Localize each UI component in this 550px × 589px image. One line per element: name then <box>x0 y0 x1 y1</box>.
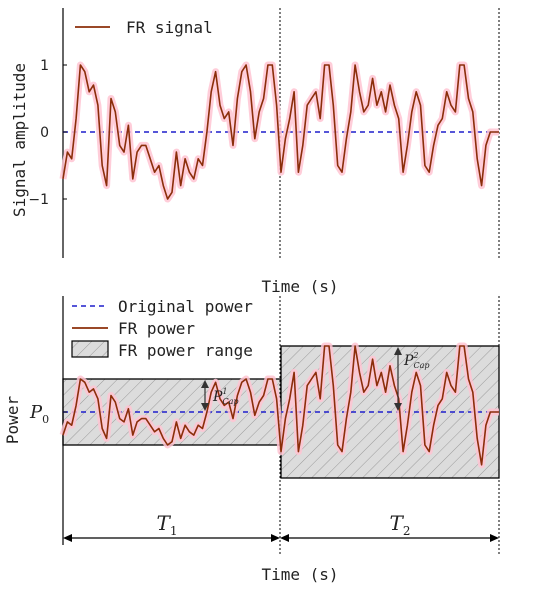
capacity-arrow-head-top <box>201 380 209 388</box>
period-arrow-t2-head-right <box>490 534 499 542</box>
period-arrow-t2-head-left <box>280 534 289 542</box>
capacity-arrow-head-top <box>394 347 402 355</box>
period-arrow-t1-head-left <box>63 534 72 542</box>
power-y-label: Power <box>3 396 22 445</box>
capacity-arrow-head-bottom <box>201 403 209 411</box>
signal-legend-label: FR signal <box>126 18 213 37</box>
period-arrow-t1-head-right <box>271 534 280 542</box>
power-panel: P1 Cap P2 Cap Original power FR power FR p… <box>3 296 500 584</box>
capacity-label-t2: P2 Cap <box>403 351 430 370</box>
capacity-arrow-head-bottom <box>394 403 402 411</box>
power-y-tick-p0: P0 <box>29 402 49 426</box>
legend-label-fr-power: FR power <box>118 319 195 338</box>
signal-x-label: Time (s) <box>261 277 338 296</box>
period-arrow-t1 <box>63 534 280 542</box>
signal-y-tick-label: 1 <box>40 58 49 74</box>
fr-signal-line <box>62 64 499 200</box>
period-label-t1: T1 <box>157 511 178 538</box>
legend-label-fr-power-range: FR power range <box>118 341 253 360</box>
period-label-t2: T2 <box>390 511 411 538</box>
period-arrow-t2 <box>280 534 499 542</box>
legend-swatch-fr-power-range <box>71 340 109 358</box>
signal-y-label: Signal amplitude <box>10 63 29 217</box>
capacity-arrow-t1 <box>201 380 209 411</box>
capacity-arrow-t2 <box>394 347 402 411</box>
signal-panel: 1 0 −1 FR signal Signal amplitude Time (s) <box>10 8 500 296</box>
legend-label-original-power: Original power <box>118 297 253 316</box>
capacity-label-t1: P1 Cap <box>212 387 239 406</box>
signal-y-tick-label: 0 <box>40 125 49 141</box>
power-x-label: Time (s) <box>261 565 338 584</box>
signal-y-tick-label: −1 <box>28 192 49 208</box>
signal-legend: FR signal <box>75 18 213 37</box>
fr-power-line <box>62 345 499 466</box>
power-legend: Original power FR power FR power range <box>71 297 253 360</box>
